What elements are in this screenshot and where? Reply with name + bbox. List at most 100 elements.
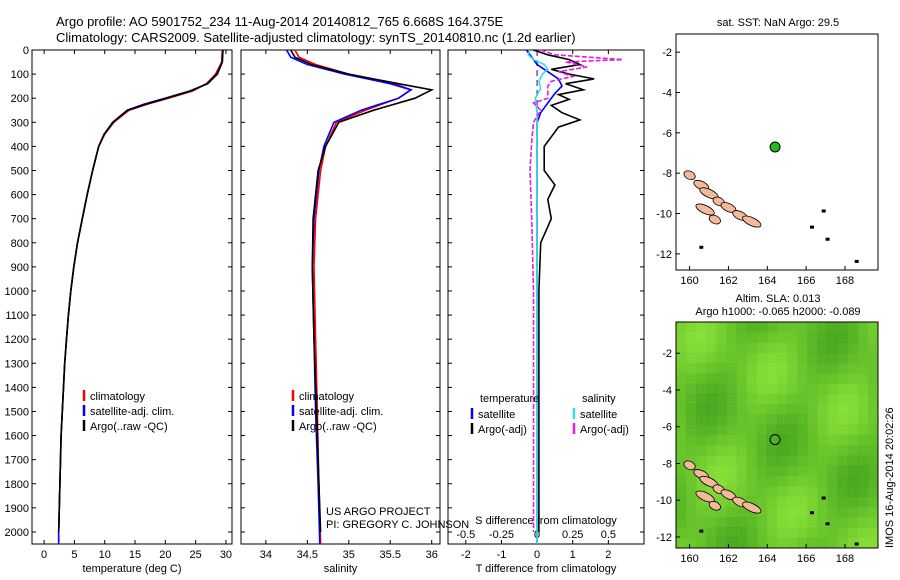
sla-cell xyxy=(867,527,879,539)
sla-cell xyxy=(817,393,828,405)
sla-cell xyxy=(746,527,758,539)
x-tick-label: 34.5 xyxy=(297,549,318,561)
series-line xyxy=(290,49,435,533)
sla-cell xyxy=(787,435,798,446)
sla-cell xyxy=(766,404,778,415)
sla-cell xyxy=(857,445,869,457)
sla-cell xyxy=(867,383,879,395)
sla-cell xyxy=(827,352,839,364)
y-tick-label: 1500 xyxy=(5,406,29,418)
sla-cell xyxy=(726,352,738,364)
sla-cell xyxy=(847,363,859,374)
sla-cell xyxy=(676,455,687,467)
sla-cell xyxy=(797,537,808,549)
sla-cell xyxy=(777,322,788,333)
sla-cell xyxy=(817,435,828,446)
sla-cell xyxy=(777,414,788,426)
sla-cell xyxy=(837,322,849,333)
sla-cell xyxy=(706,537,717,549)
sla-cell xyxy=(867,373,879,385)
sla-cell xyxy=(777,506,788,518)
sla-cell xyxy=(706,383,717,395)
sla-cell xyxy=(857,486,869,498)
legend-title: temperature xyxy=(480,393,539,405)
sla-cell xyxy=(817,496,828,508)
island xyxy=(683,460,696,471)
y-tick-label: -12 xyxy=(656,532,672,544)
y-tick-label: 1600 xyxy=(5,431,29,443)
sla-cell xyxy=(756,517,768,528)
sla-cell xyxy=(847,527,859,539)
sla-cell xyxy=(766,352,778,364)
sla-cell xyxy=(716,527,727,539)
sla-cell xyxy=(827,383,839,395)
sla-cell xyxy=(696,393,707,405)
sla-cell xyxy=(696,373,707,385)
sla-cell xyxy=(837,383,849,395)
sla-cell xyxy=(766,455,778,467)
sla-cell xyxy=(817,445,828,457)
island xyxy=(683,170,696,181)
sla-cell xyxy=(817,352,828,364)
sla-cell xyxy=(756,322,768,333)
sla-cell xyxy=(787,455,798,467)
sla-cell xyxy=(777,445,788,457)
sla-cell xyxy=(766,322,778,333)
sla-cell xyxy=(736,383,748,395)
sla-cell xyxy=(797,517,808,528)
sla-cell xyxy=(847,476,859,487)
sla-cell xyxy=(716,383,727,395)
plot-frame xyxy=(240,49,441,545)
sla-cell xyxy=(847,414,859,426)
sla-cell xyxy=(686,352,697,364)
sla-cell xyxy=(807,414,818,426)
x-tick-label: 36 xyxy=(426,549,438,561)
sla-cell xyxy=(817,404,828,415)
sla-cell xyxy=(686,393,697,405)
sla-cell xyxy=(726,465,738,477)
x-tick2-label: 0.25 xyxy=(562,529,583,541)
sla-cell xyxy=(716,455,727,467)
series-line xyxy=(57,49,224,544)
sla-cell xyxy=(827,445,839,457)
sla-cell xyxy=(676,352,687,364)
sla-cell xyxy=(766,435,778,446)
islet xyxy=(821,209,826,213)
x-axis-label: T difference from climatology xyxy=(476,563,617,575)
y-tick-label: 1300 xyxy=(5,358,29,370)
sla-cell xyxy=(797,527,808,539)
x-tick-label: 168 xyxy=(836,275,854,287)
sla-cell xyxy=(686,455,697,467)
sla-cell xyxy=(766,363,778,374)
sst-map-title: sat. SST: NaN Argo: 29.5 xyxy=(717,17,839,29)
x-tick-label: 166 xyxy=(797,553,815,565)
x-tick-label: 35.5 xyxy=(380,549,401,561)
sla-cell xyxy=(686,465,697,477)
sla-cell xyxy=(726,373,738,385)
sla-cell xyxy=(837,506,849,518)
sla-cell xyxy=(797,435,808,446)
sla-cell xyxy=(706,414,717,426)
sla-cell xyxy=(726,455,738,467)
sla-cell xyxy=(797,455,808,467)
sla-cell xyxy=(857,404,869,415)
islet xyxy=(810,511,815,515)
y-tick-label: -2 xyxy=(662,348,672,360)
sla-cell xyxy=(857,476,869,487)
sla-cell xyxy=(817,373,828,385)
sla-cell xyxy=(726,342,738,354)
sla-cell xyxy=(676,404,687,415)
x-tick-label: 15 xyxy=(129,549,141,561)
sla-cell xyxy=(746,393,758,405)
series-line xyxy=(527,49,549,544)
y-tick-label: 800 xyxy=(11,238,29,250)
sla-cell xyxy=(676,424,687,436)
sla-cell xyxy=(847,506,859,518)
sla-cell xyxy=(807,527,818,539)
island xyxy=(695,490,715,503)
sla-cell xyxy=(756,486,768,498)
y-tick-label: 1200 xyxy=(5,334,29,346)
sla-cell xyxy=(716,435,727,446)
sla-cell xyxy=(676,363,687,374)
sla-cell xyxy=(696,455,707,467)
